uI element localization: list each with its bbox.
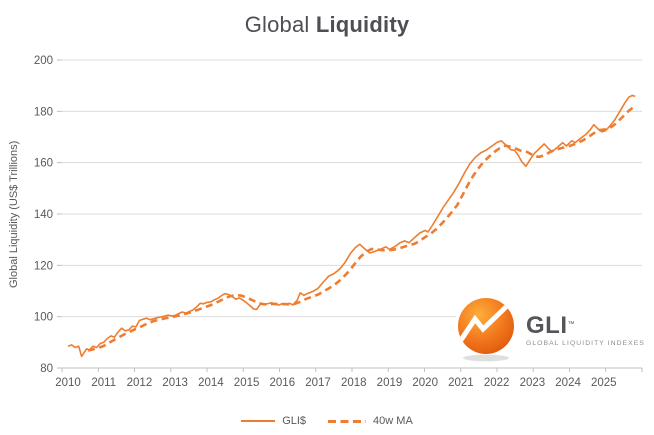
dashed-line-sample-icon [328, 419, 367, 423]
solid-line-sample-icon [241, 420, 276, 422]
gli-logo-trademark: ™ [567, 321, 575, 328]
legend-item-40wma: 40w MA [328, 415, 413, 427]
chart-title-regular: Global [244, 12, 316, 37]
series-line-40w-ma [87, 105, 636, 352]
gli-logo-text: GLI™ GLOBAL LIQUIDITY INDEXES [526, 312, 645, 348]
x-tick-label: 2011 [91, 377, 116, 389]
x-tick-label: 2024 [555, 377, 581, 389]
x-tick-label: 2025 [591, 377, 617, 389]
chart-title-bold: Liquidity [315, 12, 410, 37]
y-tick-label: 140 [34, 209, 53, 221]
gli-logo-letters: GLI [526, 312, 568, 339]
legend-label-40wma: 40w MA [373, 415, 413, 427]
x-tick-label: 2014 [198, 377, 224, 389]
y-tick-label: 160 [34, 158, 53, 170]
x-tick-label: 2015 [234, 377, 260, 389]
x-tick-label: 2018 [341, 377, 367, 389]
x-tick-label: 2012 [127, 377, 153, 389]
legend-item-gli: GLI$ [241, 415, 306, 427]
x-tick-label: 2020 [412, 377, 438, 389]
x-tick-label: 2022 [484, 377, 510, 389]
x-tick-label: 2019 [377, 377, 403, 389]
y-axis-title: Global Liquidity (US$ Trillions) [8, 140, 20, 288]
legend-label-gli: GLI$ [282, 415, 307, 427]
x-tick-label: 2010 [55, 377, 81, 389]
chart-title: Global Liquidity [0, 12, 654, 38]
x-tick-label: 2016 [270, 377, 296, 389]
series-line-gli [67, 94, 636, 358]
chart-legend: GLI$ 40w MA [0, 415, 654, 427]
y-tick-label: 180 [34, 106, 53, 118]
y-tick-label: 200 [34, 55, 53, 67]
x-tick-label: 2021 [448, 377, 474, 389]
gli-logo-wordmark: GLI™ [526, 312, 645, 339]
x-tick-label: 2023 [520, 377, 546, 389]
gli-logo-subtext: GLOBAL LIQUIDITY INDEXES [526, 340, 645, 347]
gli-logo: GLI™ GLOBAL LIQUIDITY INDEXES [456, 294, 646, 366]
x-tick-label: 2013 [162, 377, 188, 389]
gli-ball-icon [458, 298, 514, 362]
y-tick-label: 120 [34, 260, 53, 272]
x-tick-label: 2017 [305, 377, 331, 389]
y-tick-label: 80 [40, 363, 53, 375]
y-tick-label: 100 [34, 312, 53, 324]
